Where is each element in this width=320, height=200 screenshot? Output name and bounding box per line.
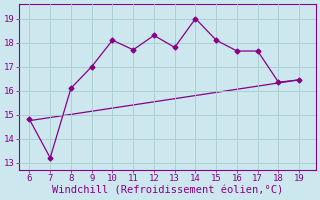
X-axis label: Windchill (Refroidissement éolien,°C): Windchill (Refroidissement éolien,°C) [52,186,283,196]
